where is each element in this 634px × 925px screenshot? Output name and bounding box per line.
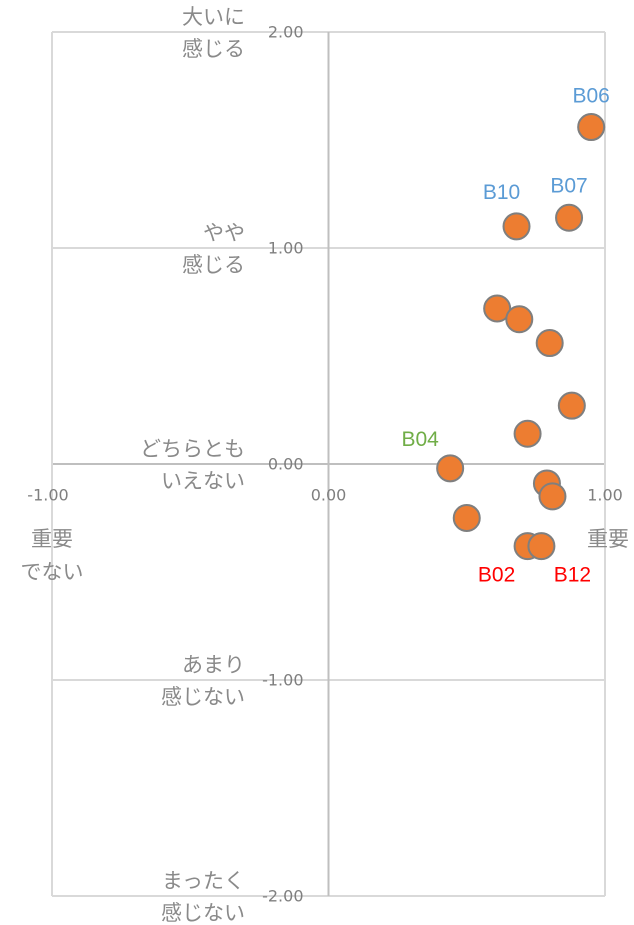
point (452, 504, 481, 532)
y-tick-label: 2.00 (268, 23, 304, 42)
point-label: B04 (401, 428, 439, 451)
y-category-label: まったく (162, 869, 245, 893)
point-label: B12 (554, 564, 591, 587)
point (577, 113, 606, 142)
point-label: B02 (478, 564, 515, 587)
y-category-label: どちらとも (140, 437, 245, 461)
point (555, 203, 584, 232)
point (527, 532, 556, 561)
y-category-label: 感じない (161, 685, 245, 709)
y-tick-label: 0.00 (268, 455, 304, 474)
point (505, 305, 534, 334)
y-category-label: 感じない (161, 901, 245, 925)
x-end-label: でない (21, 560, 84, 584)
point (483, 294, 512, 323)
y-tick-label: -2.00 (262, 887, 303, 906)
y-tick-label: -1.00 (262, 671, 303, 690)
point (557, 391, 586, 420)
x-end-label: 重要 (31, 527, 73, 551)
y-category-label: あまり (182, 653, 245, 677)
point (513, 419, 542, 448)
point (502, 212, 531, 241)
x-tick-label: 1.00 (587, 486, 623, 505)
y-category-label: 感じる (182, 253, 245, 277)
x-tick-label: -1.00 (27, 486, 68, 505)
x-tick-label: 0.00 (311, 486, 347, 505)
y-category-label: 大いに (182, 5, 245, 29)
point-label: B06 (572, 85, 609, 108)
point (535, 329, 564, 358)
x-end-label: 重要 (587, 527, 629, 551)
y-category-label: いえない (161, 469, 245, 493)
point-label: B10 (483, 181, 520, 204)
y-category-label: やや (203, 221, 245, 245)
point-label: B07 (550, 174, 587, 197)
point (538, 482, 567, 511)
point (436, 454, 465, 483)
y-category-label: 感じる (182, 37, 245, 61)
y-tick-label: 1.00 (268, 239, 304, 258)
